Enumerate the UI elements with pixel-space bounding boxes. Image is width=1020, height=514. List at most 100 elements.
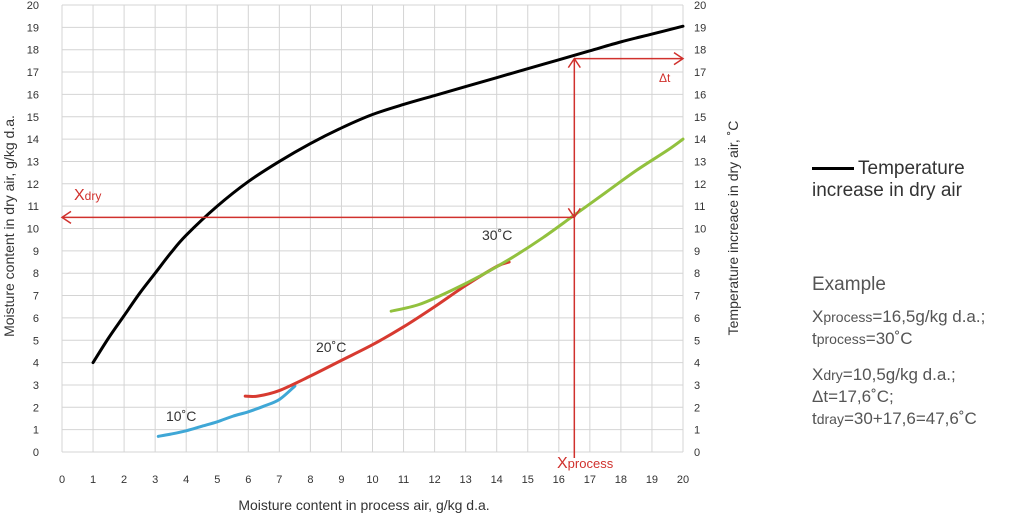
y-tick-label-right: 15 (694, 112, 706, 124)
example-panel: Example Xprocess=16,5g/kg d.a.; tprocess… (812, 274, 1017, 430)
example-tdry: tdray=30+17,6=47,6˚C (812, 409, 977, 428)
y-axis-title-left: Moisture content in dry air, g/kg d.a. (1, 115, 17, 337)
y-tick-label-right: 3 (694, 380, 700, 392)
x-tick-label: 18 (615, 474, 627, 486)
y-tick-label-right: 1 (694, 425, 700, 437)
x-tick-label: 16 (553, 474, 565, 486)
x-tick-label: 13 (460, 474, 472, 486)
y-tick-label-left: 8 (33, 268, 39, 280)
y-tick-label-right: 19 (694, 22, 706, 34)
x-tick-label: 12 (428, 474, 440, 486)
x-tick-label: 1 (90, 474, 96, 486)
legend-swatch (812, 167, 854, 171)
y-tick-label-right: 4 (694, 358, 700, 370)
x-tick-label: 17 (584, 474, 596, 486)
series-label-1: 10˚C (166, 408, 196, 424)
y-tick-label-left: 16 (27, 89, 39, 101)
legend: Temperature increase in dry air (812, 158, 1012, 202)
x-tick-label: 5 (214, 474, 220, 486)
y-tick-label-left: 7 (33, 291, 39, 303)
x-tick-label: 9 (338, 474, 344, 486)
x-tick-label: 8 (307, 474, 313, 486)
x-tick-label: 7 (276, 474, 282, 486)
x-tick-label: 3 (152, 474, 158, 486)
y-tick-label-left: 19 (27, 22, 39, 34)
subscript: dry (823, 367, 843, 383)
x-tick-label: 4 (183, 474, 189, 486)
y-tick-label-right: 10 (694, 224, 706, 236)
series-labels: 10˚C 20˚C 30˚C (166, 227, 512, 424)
x-dry-label: Xdry (74, 187, 101, 204)
y-tick-label-right: 17 (694, 67, 706, 79)
y-tick-label-left: 17 (27, 67, 39, 79)
x-tick-label: 6 (245, 474, 251, 486)
y-tick-label-left: 0 (33, 447, 39, 459)
y-tick-label-left: 5 (33, 335, 39, 347)
y-tick-label-right: 0 (694, 447, 700, 459)
y-tick-label-left: 15 (27, 112, 39, 124)
grid (61, 4, 684, 453)
delta-t-label: Δt (659, 71, 671, 85)
series-label-3: 30˚C (482, 227, 512, 243)
y-tick-label-left: 3 (33, 380, 39, 392)
y-tick-label-right: 5 (694, 335, 700, 347)
y-axis-title-right: Temperature increace in dry air, ˚C (725, 121, 741, 336)
arrow-left-icon (60, 210, 72, 224)
series-line-30c (389, 137, 685, 313)
y-tick-label-left: 4 (33, 358, 39, 370)
series-label-2: 20˚C (316, 339, 346, 355)
y-tick-label-left: 12 (27, 179, 39, 191)
subscript: dray (816, 411, 844, 427)
arrow-down-icon (567, 207, 581, 219)
y-tick-label-right: 16 (694, 89, 706, 101)
example-xdry: Xdry=10,5g/kg d.a.; (812, 365, 956, 384)
y-tick-label-left: 20 (27, 0, 39, 12)
y-tick-label-right: 6 (694, 313, 700, 325)
annotations: Xdry Xprocess Δt (60, 52, 685, 472)
y-tick-label-left: 2 (33, 402, 39, 414)
x-tick-label: 14 (491, 474, 503, 486)
series-line-temperature-increase (91, 24, 685, 365)
subscript: process (823, 309, 873, 325)
y-tick-label-left: 10 (27, 224, 39, 236)
y-tick-label-left: 11 (28, 201, 39, 213)
x-axis-title: Moisture content in process air, g/kg d.… (238, 497, 489, 513)
y-tick-label-left: 1 (33, 425, 39, 437)
series-lines (91, 24, 685, 438)
tick-labels: 0 1 2 3 4 5 6 7 8 9 10 11 12 13 14 15 16 17 18 19 200 01 12 23 3… (27, 0, 707, 486)
arrow-right-icon (673, 52, 685, 66)
legend-line1: Temperature (858, 158, 965, 179)
y-tick-label-right: 9 (694, 246, 700, 258)
x-process-label: Xprocess (557, 455, 614, 472)
y-tick-label-right: 8 (694, 268, 700, 280)
y-tick-label-right: 11 (694, 201, 705, 213)
subscript: process (816, 331, 866, 347)
y-tick-label-right: 2 (694, 402, 700, 414)
x-tick-label: 19 (646, 474, 658, 486)
x-tick-label: 10 (366, 474, 378, 486)
series-line-10c (156, 384, 297, 438)
example-title: Example (812, 274, 886, 295)
y-tick-label-left: 9 (33, 246, 39, 258)
legend-entry: Temperature (812, 158, 1012, 180)
example-xprocess: Xprocess=16,5g/kg d.a.; (812, 307, 986, 326)
y-tick-label-right: 12 (694, 179, 706, 191)
example-tprocess: tprocess=30˚C (812, 329, 913, 348)
y-tick-label-right: 20 (694, 0, 706, 12)
y-tick-label-right: 14 (694, 134, 706, 146)
y-tick-label-right: 13 (694, 156, 706, 168)
y-tick-label-left: 6 (33, 313, 39, 325)
x-tick-label: 0 (59, 474, 65, 486)
x-tick-label: 20 (677, 474, 689, 486)
y-tick-label-right: 7 (694, 291, 700, 303)
y-tick-label-left: 18 (27, 45, 39, 57)
x-tick-label: 2 (121, 474, 127, 486)
legend-line2: increase in dry air (812, 180, 962, 201)
y-tick-label-left: 13 (27, 156, 39, 168)
y-tick-label-left: 14 (27, 134, 39, 146)
moisture-chart: 0 1 2 3 4 5 6 7 8 9 10 11 12 13 14 15 16 17 18 19 200 01 12 23 3… (1, 0, 741, 513)
x-tick-label: 11 (398, 474, 409, 486)
example-delta-t: Δt=17,6˚C; (812, 387, 894, 406)
x-tick-label: 15 (522, 474, 534, 486)
y-tick-label-right: 18 (694, 45, 706, 57)
